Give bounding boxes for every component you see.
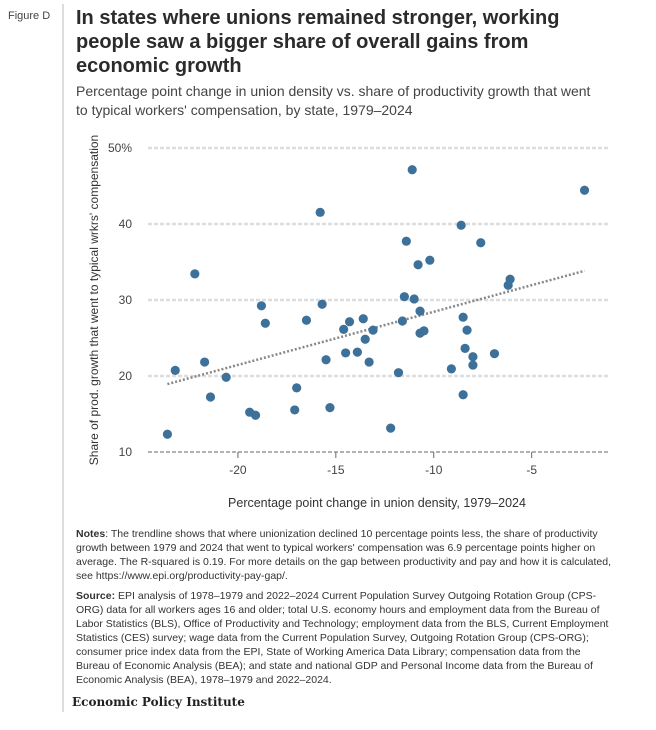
data-point — [364, 357, 374, 367]
data-point — [413, 260, 423, 270]
notes: Notes: The trendline shows that where un… — [76, 527, 616, 583]
data-point — [260, 318, 270, 328]
data-point — [489, 349, 500, 359]
data-point — [190, 269, 200, 279]
data-point — [292, 383, 302, 393]
notes-text: : The trendline shows that where unioniz… — [76, 528, 612, 582]
data-point — [200, 357, 210, 367]
data-point — [468, 352, 478, 362]
x-tick-label: -10 — [425, 463, 443, 477]
data-point — [460, 343, 470, 353]
data-point — [360, 334, 370, 344]
data-point — [368, 325, 378, 335]
x-tick-label: -5 — [526, 463, 537, 477]
data-point — [458, 390, 468, 400]
data-point — [256, 301, 267, 311]
data-point — [393, 368, 404, 378]
figure-label: Figure D — [8, 10, 51, 22]
data-point — [446, 364, 456, 374]
data-point — [325, 403, 335, 413]
data-point — [401, 236, 411, 246]
data-point — [397, 316, 408, 326]
epi-logo: Economic Policy Institute — [72, 695, 245, 709]
data-point — [301, 315, 312, 325]
notes-section: Notes: The trendline shows that where un… — [76, 527, 616, 693]
chart-title: In states where unions remained stronger… — [76, 7, 560, 77]
data-point — [476, 238, 486, 248]
y-tick-label: 40 — [119, 217, 133, 231]
data-point — [317, 299, 327, 309]
y-tick-label: 50% — [108, 141, 132, 155]
data-point — [162, 429, 173, 439]
x-tick-label: -20 — [229, 463, 247, 477]
data-point — [290, 405, 300, 415]
source-label: Source: — [76, 590, 116, 602]
data-point — [358, 314, 368, 324]
data-point — [456, 220, 466, 230]
notes-label: Notes — [76, 528, 106, 540]
data-point — [386, 423, 396, 433]
data-point — [579, 185, 590, 195]
data-point — [425, 255, 435, 265]
x-tick-label: -15 — [327, 463, 345, 477]
data-point — [315, 207, 325, 217]
data-point — [352, 347, 362, 357]
data-point — [221, 372, 231, 382]
data-point — [399, 292, 409, 302]
data-point — [339, 324, 349, 334]
data-point — [462, 325, 472, 335]
data-point — [321, 355, 331, 365]
data-point — [468, 360, 478, 370]
data-point — [503, 280, 513, 290]
source-text: EPI analysis of 1978–1979 and 2022–2024 … — [76, 590, 609, 686]
data-point — [415, 306, 425, 316]
data-point — [170, 365, 180, 375]
y-tick-label: 20 — [119, 369, 133, 383]
data-point — [458, 312, 468, 322]
y-tick-label: 10 — [119, 445, 133, 459]
data-point — [341, 348, 351, 358]
y-axis-label: Share of prod. growth that went to typic… — [87, 135, 101, 465]
x-axis-label: Percentage point change in union density… — [228, 496, 526, 510]
data-point — [407, 165, 417, 175]
data-point — [205, 392, 216, 402]
divider — [62, 4, 64, 712]
chart-subtitle: Percentage point change in union density… — [76, 83, 591, 118]
data-point — [419, 326, 429, 336]
data-point — [250, 410, 261, 420]
data-point — [344, 317, 355, 327]
y-tick-label: 30 — [119, 293, 133, 307]
data-point — [409, 294, 419, 304]
source: Source: EPI analysis of 1978–1979 and 20… — [76, 589, 616, 687]
